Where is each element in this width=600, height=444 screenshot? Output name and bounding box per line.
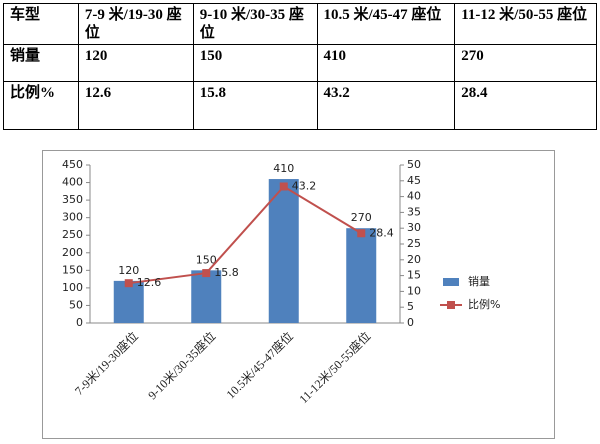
y2-tick-label: 20 <box>407 253 421 266</box>
bar <box>113 280 144 323</box>
line-value-label: 15.8 <box>214 266 239 279</box>
y-tick-label: 450 <box>62 158 83 171</box>
cell: 410 <box>316 44 456 82</box>
legend-label: 比例% <box>468 297 500 311</box>
y2-tick-label: 25 <box>407 237 421 250</box>
bar-value-label: 120 <box>118 264 139 277</box>
header-cell: 车型 <box>3 3 79 45</box>
cell: 销量 <box>3 44 79 82</box>
y-tick-label: 50 <box>69 298 83 311</box>
bar-value-label: 270 <box>351 211 372 224</box>
table-row: 销量 120 150 410 270 <box>3 44 597 82</box>
cell: 12.6 <box>77 81 194 130</box>
line-marker <box>124 279 133 288</box>
header-row: 车型 7-9 米/19-30 座位 9-10 米/30-35 座位 10.5 米… <box>3 3 597 45</box>
y2-tick-label: 40 <box>407 190 421 203</box>
y2-tick-label: 50 <box>407 158 421 171</box>
header-cell: 11-12 米/50-55 座位 <box>454 3 597 45</box>
cell: 150 <box>192 44 318 82</box>
line <box>128 185 362 285</box>
legend-swatch <box>443 278 459 286</box>
bar-value-label: 150 <box>196 253 217 266</box>
legend-label: 销量 <box>468 274 490 288</box>
legend-marker <box>447 301 455 309</box>
line-marker <box>357 229 366 238</box>
line-marker <box>279 182 288 191</box>
cell: 270 <box>454 44 597 82</box>
y2-tick-label: 35 <box>407 205 421 218</box>
bar <box>346 228 377 323</box>
y-tick-label: 0 <box>76 316 83 329</box>
y2-tick-label: 15 <box>407 269 421 282</box>
header-cell: 9-10 米/30-35 座位 <box>192 3 318 45</box>
y-tick-label: 200 <box>62 246 83 259</box>
header-cell: 10.5 米/45-47 座位 <box>316 3 456 45</box>
table-row: 比例% 12.6 15.8 43.2 28.4 <box>3 81 597 130</box>
chart: 0 50 100 150 200 250 300 350 400 450 0 5 10 15 20 25 30 3… <box>42 150 555 439</box>
y2-tick-label: 30 <box>407 221 421 234</box>
y-tick-label: 150 <box>62 263 83 276</box>
y-tick-label: 100 <box>62 281 83 294</box>
cell: 43.2 <box>316 81 456 130</box>
bar <box>268 179 299 323</box>
line-value-label: 43.2 <box>292 179 317 192</box>
y2-tick-label: 5 <box>407 300 414 313</box>
data-table: 车型 7-9 米/19-30 座位 9-10 米/30-35 座位 10.5 米… <box>3 3 597 130</box>
y-tick-label: 350 <box>62 193 83 206</box>
bar-value-label: 410 <box>273 162 294 175</box>
bar <box>191 270 222 323</box>
line-value-label: 28.4 <box>369 226 394 239</box>
y-tick-label: 400 <box>62 176 83 189</box>
cell: 15.8 <box>192 81 318 130</box>
line-marker <box>202 269 211 278</box>
cell: 比例% <box>3 81 79 130</box>
cell: 28.4 <box>454 81 597 130</box>
y2-tick-label: 45 <box>407 174 421 187</box>
y2-tick-label: 10 <box>407 284 421 297</box>
y2-tick-label: 0 <box>407 316 414 329</box>
y-tick-label: 300 <box>62 211 83 224</box>
y-tick-label: 250 <box>62 228 83 241</box>
line-value-label: 12.6 <box>137 276 162 289</box>
header-cell: 7-9 米/19-30 座位 <box>77 3 194 45</box>
cell: 120 <box>77 44 194 82</box>
